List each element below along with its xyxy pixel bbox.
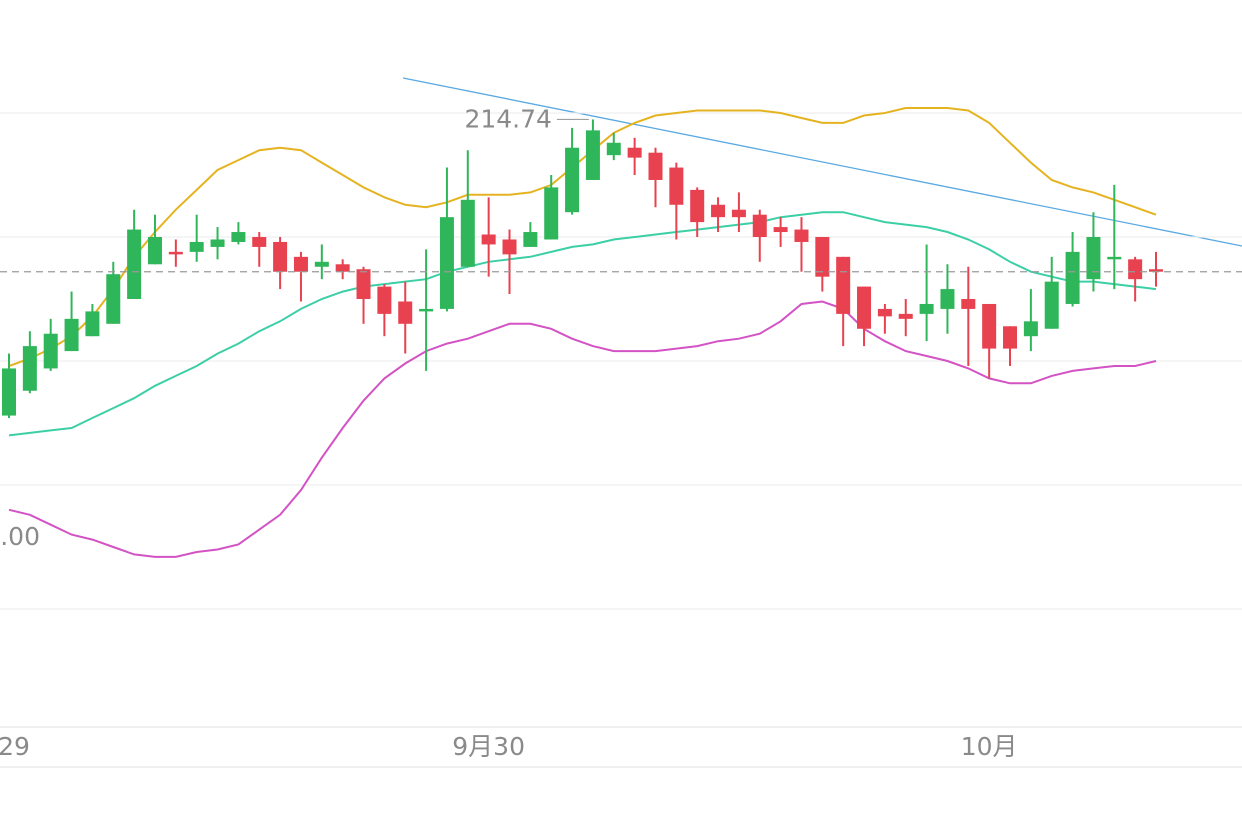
candle-body — [1065, 251, 1080, 304]
candle-body — [127, 229, 142, 299]
max-label: 214.74 — [464, 104, 551, 133]
candle-body — [293, 256, 308, 272]
candle-body — [585, 130, 600, 180]
candle-body — [523, 232, 538, 247]
candle-body — [836, 256, 851, 314]
candle-body — [815, 237, 830, 277]
candle-body — [1149, 269, 1163, 272]
band-line — [8, 107, 1157, 367]
candle-body — [898, 313, 913, 319]
candle-body — [961, 299, 976, 309]
candle-body — [210, 239, 225, 247]
candle-body — [502, 239, 517, 255]
candle-body — [857, 286, 872, 329]
candle-body — [1086, 237, 1101, 280]
candle-body — [22, 346, 37, 391]
candle-body — [147, 237, 162, 265]
x-tick-label: 10月 — [961, 732, 1018, 761]
candle-body — [773, 227, 788, 233]
candle-body — [273, 241, 288, 272]
candle-body — [669, 167, 684, 205]
candle-body — [2, 368, 16, 416]
candle-body — [565, 147, 580, 213]
candle-body — [1107, 256, 1122, 260]
candle-body — [460, 199, 475, 267]
candle-body — [356, 269, 371, 299]
candle-body — [439, 217, 454, 309]
candle-body — [106, 274, 121, 324]
candle-body — [314, 261, 329, 267]
candle-body — [64, 318, 79, 352]
candle-body — [919, 303, 934, 314]
candle-body — [377, 286, 392, 314]
trend-line — [402, 77, 1242, 247]
candle-body — [481, 234, 496, 245]
candle-body — [711, 204, 726, 218]
candle-body — [982, 303, 997, 349]
candle-body — [877, 308, 892, 317]
candle-body — [1044, 281, 1059, 329]
candle-body — [648, 152, 663, 180]
candle-body — [189, 241, 204, 252]
candle-body — [1023, 321, 1038, 337]
band-line — [8, 300, 1157, 558]
candle-body — [419, 308, 434, 312]
candle-body — [752, 214, 767, 237]
x-tick-label: 29 — [0, 732, 30, 761]
candle-body — [544, 187, 559, 240]
candle-body — [231, 232, 246, 242]
candle-body — [1003, 326, 1018, 349]
band-line — [8, 211, 1157, 437]
candle-body — [252, 237, 267, 247]
candle-body — [794, 229, 809, 242]
candle-body — [940, 289, 955, 309]
candle-body — [1128, 259, 1143, 280]
x-tick-label: 9月30 — [452, 732, 525, 761]
candle-body — [690, 189, 705, 223]
candle-body — [731, 209, 746, 218]
candle-body — [398, 301, 413, 324]
candle-body — [43, 333, 58, 369]
price-label: .00 — [0, 522, 40, 551]
candle-body — [168, 251, 183, 255]
candle-body — [335, 264, 350, 272]
candle-body — [606, 142, 621, 156]
candle-body — [627, 147, 642, 158]
candle-body — [85, 311, 100, 337]
